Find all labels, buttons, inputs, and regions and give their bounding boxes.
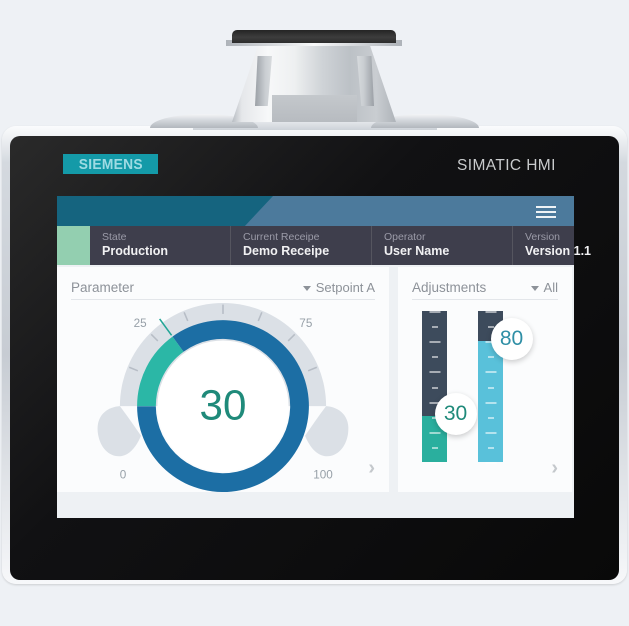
svg-text:30: 30 (200, 381, 247, 428)
svg-text:75: 75 (299, 317, 313, 330)
svg-text:25: 25 (134, 317, 148, 330)
svg-text:0: 0 (120, 469, 127, 482)
svg-text:100: 100 (313, 469, 333, 482)
